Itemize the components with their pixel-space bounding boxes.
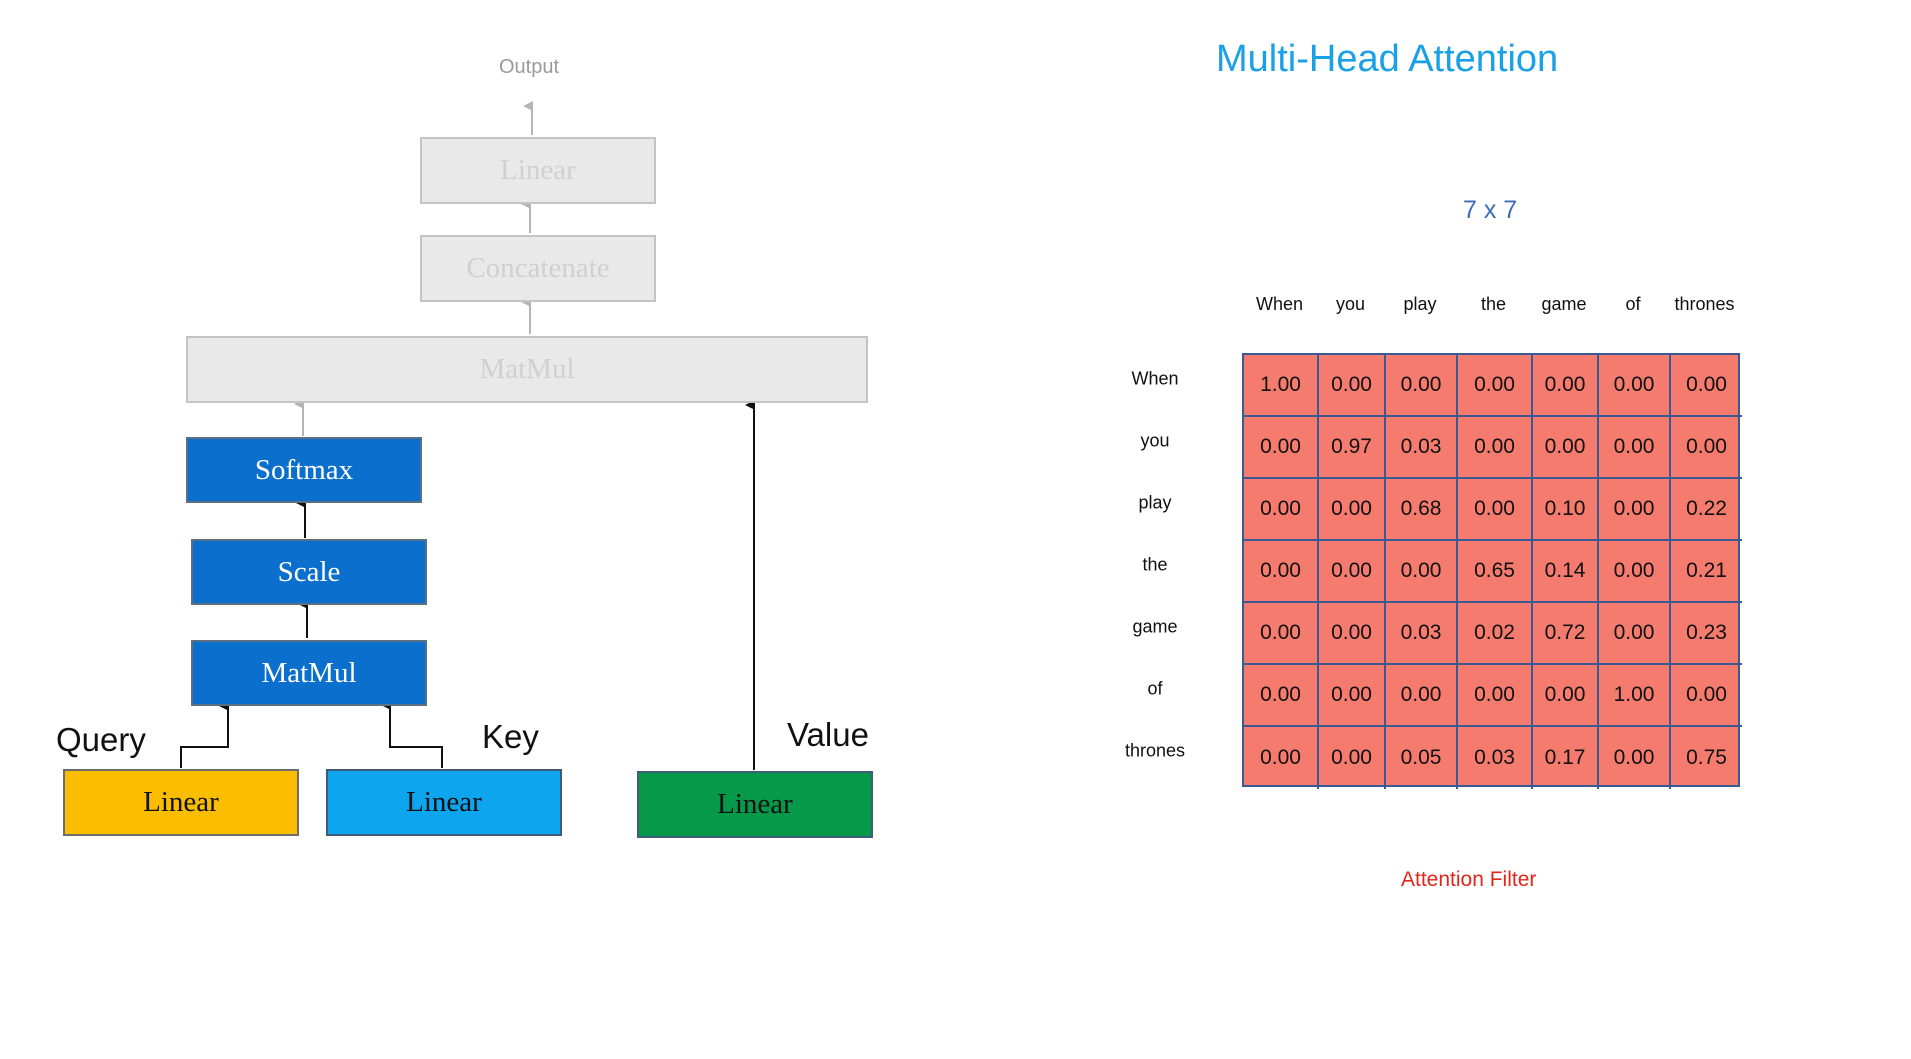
- matrix-cell: 0.00: [1599, 479, 1671, 541]
- value-label: Value: [787, 716, 869, 753]
- matrix-cell: 0.00: [1599, 355, 1671, 417]
- column-label: When: [1255, 294, 1304, 314]
- matrix-cell: 0.00: [1244, 665, 1319, 727]
- matrix-cell: 0.00: [1244, 541, 1319, 603]
- attention-matrix: 1.00 0.00 0.00 0.00 0.00 0.00 0.00 0.00 0.97 0.03…: [1242, 353, 1742, 789]
- matrix-cell: 0.65: [1458, 541, 1533, 603]
- matrix-cell: 0.21: [1671, 541, 1742, 603]
- arrow-key-to-matmul: [381, 700, 443, 768]
- matrix-cell: 0.72: [1533, 603, 1599, 665]
- query-label: Query: [56, 721, 146, 758]
- column-label: game: [1541, 294, 1587, 314]
- matrix-cell: 0.00: [1458, 355, 1533, 417]
- matrix-cell: 1.00: [1599, 665, 1671, 727]
- output-label: Output: [499, 56, 560, 78]
- matrix-cell: 0.03: [1386, 603, 1458, 665]
- matrix-cell: 0.22: [1671, 479, 1742, 541]
- matmul-block: MatMul: [191, 640, 427, 706]
- row-label: game: [1132, 616, 1178, 637]
- value-linear-block: Linear: [637, 771, 873, 838]
- matrix-cell: 0.00: [1244, 417, 1319, 479]
- matrix-cell: 0.75: [1686, 746, 1727, 769]
- matrix-cell: 0.23: [1671, 603, 1742, 665]
- matrix-cell: 0.03: [1386, 417, 1458, 479]
- row-label: When: [1131, 368, 1179, 389]
- matrix-cell: 0.00: [1244, 727, 1319, 789]
- matrix-cell: 0.97: [1319, 417, 1386, 479]
- column-label: you: [1335, 294, 1366, 314]
- matrix-cell: 0.00: [1599, 603, 1671, 665]
- matrix-cell: 0.00: [1244, 603, 1319, 665]
- row-label: you: [1140, 430, 1170, 451]
- attention-filter-caption: Attention Filter: [1401, 868, 1537, 891]
- matrix-cell: 0.00: [1671, 665, 1742, 727]
- matrix-cell: 0.00: [1386, 541, 1458, 603]
- column-label: thrones: [1674, 294, 1735, 314]
- matrix-cell: 0.68: [1386, 479, 1458, 541]
- row-label: thrones: [1124, 740, 1186, 761]
- matrix-cell: 0.17: [1533, 727, 1599, 789]
- matrix-dimensions: 7 x 7: [1463, 196, 1518, 224]
- column-label: the: [1480, 294, 1507, 314]
- concatenate-block: Concatenate: [420, 235, 656, 302]
- matrix-cell: 0.00: [1319, 727, 1386, 789]
- row-label: play: [1138, 492, 1172, 513]
- matrix-cell: 0.00: [1671, 355, 1742, 417]
- matrix-cell: 0.14: [1533, 541, 1599, 603]
- arrow-query-to-matmul: [180, 701, 229, 768]
- matrix-cell: 0.00: [1599, 727, 1671, 789]
- matrix-cell: 0.00: [1533, 355, 1599, 417]
- matrix-cell: 0.05: [1386, 727, 1458, 789]
- matrix-cell: 0.00: [1319, 603, 1386, 665]
- matrix-cell: 0.00: [1458, 665, 1533, 727]
- softmax-block: Softmax: [186, 437, 422, 503]
- matrix-cell: 0.00: [1319, 479, 1386, 541]
- row-label: the: [1142, 554, 1168, 575]
- top-linear-block: Linear: [420, 137, 656, 204]
- matrix-cell: 0.00: [1319, 355, 1386, 417]
- matrix-cell: 0.02: [1458, 603, 1533, 665]
- column-label: play: [1403, 294, 1437, 314]
- matrix-cell: 0.00: [1533, 417, 1599, 479]
- query-linear-block: Linear: [63, 769, 299, 836]
- top-matmul-block: MatMul: [186, 336, 868, 403]
- key-linear-block: Linear: [326, 769, 562, 836]
- key-label: Key: [482, 718, 539, 755]
- matrix-cell: 0.00: [1671, 417, 1742, 479]
- matrix-cell: 0.00: [1244, 479, 1319, 541]
- matrix-cell: 0.00: [1599, 541, 1671, 603]
- matrix-cell: 1.00: [1244, 355, 1319, 417]
- row-label: of: [1147, 678, 1163, 699]
- matrix-cell: 0.00: [1319, 665, 1386, 727]
- matrix-cell: 0.00: [1533, 665, 1599, 727]
- matrix-cell: 0.00: [1319, 541, 1386, 603]
- matrix-cell: 0.00: [1458, 417, 1533, 479]
- matrix-cell: 0.00: [1458, 479, 1533, 541]
- matrix-cell: 0.00: [1386, 665, 1458, 727]
- matrix-cell: 0.00: [1599, 417, 1671, 479]
- matrix-cell: 0.00: [1386, 355, 1458, 417]
- column-label: of: [1625, 294, 1641, 314]
- matrix-cell: 0.03: [1458, 727, 1533, 789]
- attention-title: Multi-Head Attention: [1216, 38, 1559, 80]
- scale-block: Scale: [191, 539, 427, 605]
- matrix-cell: 0.10: [1533, 479, 1599, 541]
